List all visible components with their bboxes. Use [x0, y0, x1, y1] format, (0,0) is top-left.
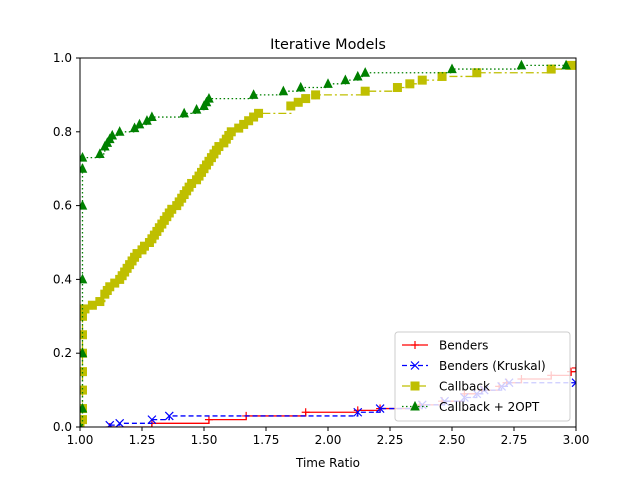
- series-2-point-10: [95, 297, 105, 307]
- series-3-point-29: [447, 63, 457, 74]
- series-2-point-66: [392, 83, 402, 93]
- legend-marker-1: [410, 361, 420, 370]
- legend-box: [394, 331, 571, 422]
- series-2-point-9: [87, 300, 97, 310]
- legend-marker-2: [410, 381, 420, 391]
- series-2: [80, 60, 576, 427]
- legend-label-1: Benders (Kruskal): [439, 359, 546, 373]
- series-3: [80, 59, 571, 427]
- series-3-point-21: [204, 92, 214, 103]
- series-2-point-61: [286, 101, 296, 111]
- x-tick-label-6: 2.50: [439, 433, 466, 447]
- series-3-point-12: [114, 126, 125, 136]
- legend-marker-0: [411, 341, 419, 349]
- series-3-point-26: [340, 74, 351, 85]
- legend-marker-3: [410, 400, 420, 411]
- series-2-point-70: [472, 68, 482, 78]
- series-3-point-14: [134, 118, 145, 129]
- y-tick-label-1: 0.2: [53, 346, 72, 360]
- series-2-point-6: [80, 330, 87, 340]
- series-3-point-18: [191, 104, 202, 114]
- series-3-point-22: [248, 89, 259, 99]
- series-3-point-27: [352, 70, 363, 81]
- series-2-point-55: [226, 127, 236, 137]
- series-0-point-2: [204, 415, 213, 424]
- series-3-point-25: [323, 78, 333, 88]
- y-tick-label-3: 0.6: [53, 199, 72, 213]
- series-2-point-3: [80, 385, 87, 395]
- series-1-point-13: [571, 378, 576, 388]
- series-2-point-71: [546, 64, 556, 74]
- series-2-point-60: [254, 108, 264, 118]
- series-2-point-68: [417, 75, 427, 85]
- legend: Benders Benders (Kruskal) Callback Callback…: [394, 331, 571, 422]
- x-tick-label-0: 1.00: [67, 433, 94, 447]
- series-0-point-4: [301, 408, 310, 417]
- series-1-point-2: [147, 415, 157, 425]
- series-2-point-64: [311, 90, 321, 100]
- chart-title: Iterative Models: [270, 37, 386, 53]
- x-tick-label-3: 1.75: [253, 433, 280, 447]
- series-2-point-62: [293, 97, 303, 107]
- legend-label-2: Callback: [439, 380, 490, 394]
- x-tick-label-5: 2.25: [377, 433, 404, 447]
- y-tick-label-5: 1.0: [53, 51, 72, 65]
- series-1-point-1: [115, 418, 125, 427]
- series-1-point-3: [164, 411, 174, 421]
- y-tick-label-4: 0.8: [53, 125, 72, 139]
- series-2-point-1: [80, 415, 87, 425]
- series-3-point-7: [95, 148, 105, 158]
- series-3-point-17: [179, 107, 189, 118]
- series-3-point-28: [360, 67, 371, 77]
- x-tick-label-8: 3.00: [563, 433, 590, 447]
- series-1-point-0: [105, 420, 115, 427]
- x-tick-label-7: 2.75: [501, 433, 528, 447]
- series-3-point-24: [295, 81, 306, 92]
- legend-label-0: Benders: [439, 339, 488, 353]
- series-3-point-30: [516, 59, 527, 70]
- x-tick-label-2: 1.50: [191, 433, 218, 447]
- series-3-point-31: [561, 59, 571, 70]
- legend-label-3: Callback + 2OPT: [439, 400, 540, 414]
- series-2-point-4: [80, 367, 87, 377]
- series-1-point-5: [375, 404, 385, 413]
- series-2-point-67: [405, 79, 415, 89]
- x-tick-label-1: 1.25: [129, 433, 156, 447]
- series-0-point-16: [572, 363, 576, 372]
- series-2-point-69: [437, 71, 447, 81]
- x-tick-label-4: 2.00: [315, 433, 342, 447]
- series-3-point-16: [147, 111, 157, 122]
- x-axis-title: Time Ratio: [295, 456, 360, 470]
- y-tick-label-0: 0.0: [53, 420, 72, 434]
- series-2-point-65: [360, 86, 370, 96]
- series-2-point-63: [301, 94, 311, 104]
- series-1-point-4: [353, 407, 363, 417]
- series-3-point-11: [107, 129, 118, 140]
- y-tick-label-2: 0.4: [53, 272, 72, 286]
- series-3-point-23: [278, 85, 289, 96]
